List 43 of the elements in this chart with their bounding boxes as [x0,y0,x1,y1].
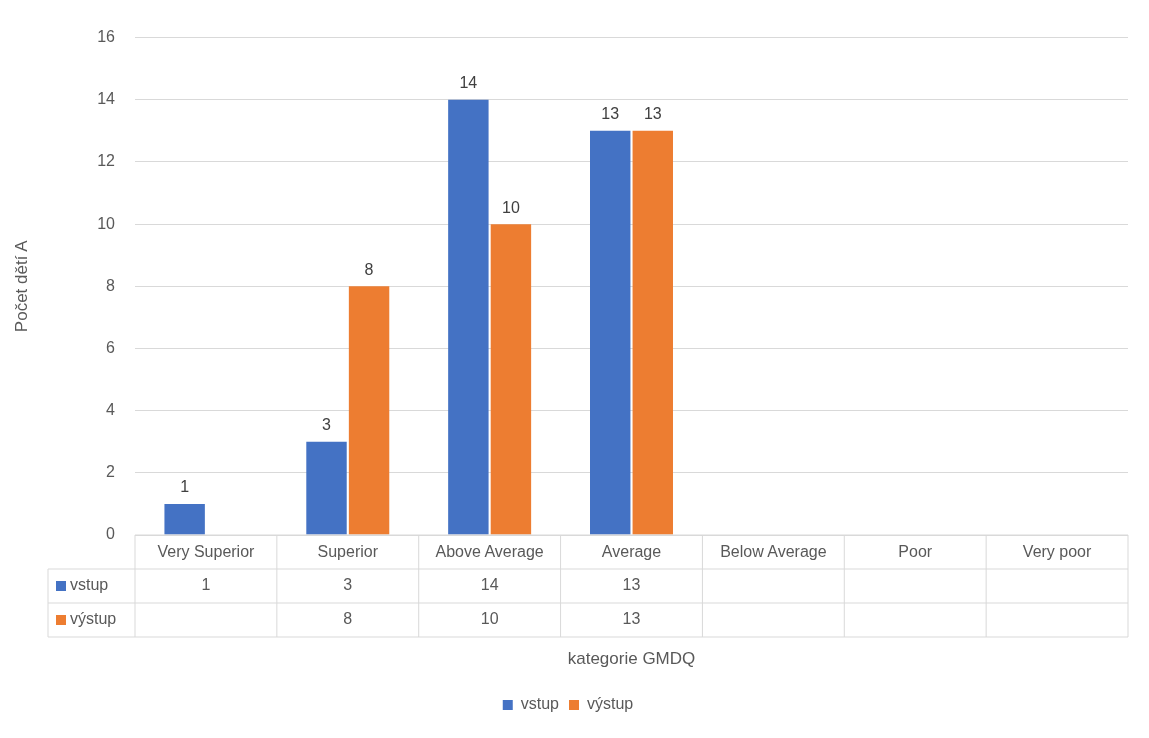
y-tick-label: 4 [106,401,116,419]
legend-label: výstup [587,695,634,713]
data-label: 13 [622,610,641,628]
data-label: 10 [480,610,499,628]
bar [448,99,489,535]
text: 13 [601,105,620,123]
data-label: 8 [343,610,353,628]
data-label: 13 [622,576,641,594]
y-tick-label: 14 [97,90,116,108]
text: 13 [643,105,662,123]
bar [164,503,205,535]
x-tick-label: Average [601,543,662,561]
data-label: 1 [201,576,211,594]
bar [632,130,673,535]
data-label: 14 [480,576,499,594]
y-tick-label: 16 [97,28,116,46]
data-label: 3 [343,576,353,594]
text: 8 [364,260,374,278]
x-tick-label: Very Superior [157,543,256,561]
bar [590,130,631,535]
legend-label: vstup [70,576,109,594]
y-tick-label: 2 [106,463,116,481]
y-axis-title: Počet dětí A [11,239,31,333]
text: kategorie GMDQ [567,648,696,668]
y-tick-label: 6 [106,338,116,356]
y-tick-label: 0 [106,525,116,543]
y-tick-label: 12 [97,152,116,170]
y-tick-label: 8 [106,276,116,294]
x-tick-label: Superior [317,543,379,561]
bar [490,224,532,535]
text: 10 [502,198,520,216]
text: 1 [180,478,190,496]
text: 14 [459,74,478,92]
x-tick-label: Very poor [1022,543,1092,561]
x-tick-label: Below Average [720,543,827,561]
text: výstup [70,610,117,628]
text: vstup [520,695,560,713]
x-tick-label: Above Average [435,543,544,561]
bar [348,286,390,535]
bar [306,441,347,535]
text: 3 [322,416,331,434]
y-tick-label: 10 [97,214,116,232]
x-tick-label: Poor [898,543,933,561]
